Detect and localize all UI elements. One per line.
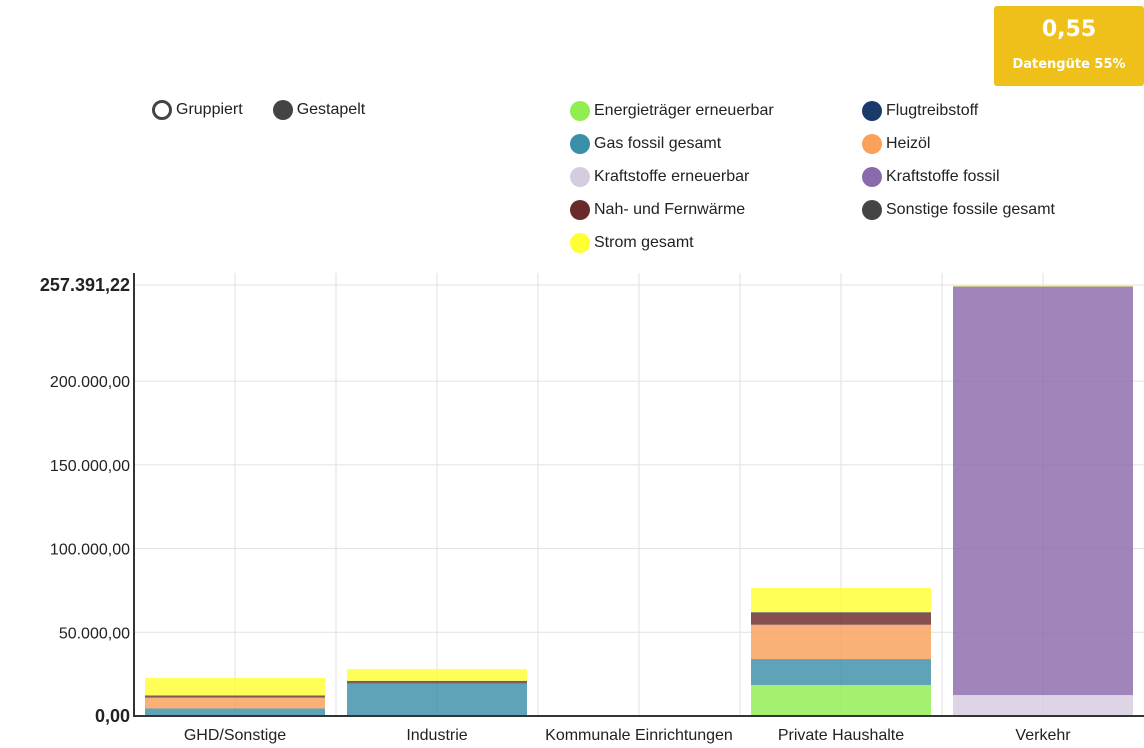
x-tick-label: Verkehr bbox=[1015, 727, 1071, 744]
x-tick-label: GHD/Sonstige bbox=[184, 727, 286, 744]
bar-segment-ghd-sonstige-strom-gesamt[interactable] bbox=[145, 678, 325, 696]
bar-segment-ghd-sonstige-sonstige-fossile-gesamt[interactable] bbox=[145, 695, 325, 696]
bar-segment-verkehr-kraftstoffe-fossil[interactable] bbox=[953, 286, 1133, 695]
bar-segment-private-haushalte-strom-gesamt[interactable] bbox=[751, 588, 931, 612]
y-tick-label: 0,00 bbox=[95, 706, 130, 726]
bar-segment-verkehr-kraftstoffe-erneuerbar[interactable] bbox=[953, 695, 1133, 716]
bar-segment-industrie-sonstige-fossile-gesamt[interactable] bbox=[347, 681, 527, 682]
bar-segment-verkehr-strom-gesamt[interactable] bbox=[953, 285, 1133, 286]
x-tick-label: Kommunale Einrichtungen bbox=[545, 727, 733, 744]
x-tick-label: Private Haushalte bbox=[778, 727, 904, 744]
y-tick-label: 50.000,00 bbox=[59, 625, 130, 642]
bar-segment-ghd-sonstige-heizöl[interactable] bbox=[145, 698, 325, 709]
y-tick-label: 100.000,00 bbox=[50, 542, 130, 559]
x-tick-label: Industrie bbox=[406, 727, 467, 744]
bar-segment-private-haushalte-heizöl[interactable] bbox=[751, 625, 931, 659]
bar-segment-private-haushalte-gas-fossil-gesamt[interactable] bbox=[751, 659, 931, 685]
bar-segment-ghd-sonstige-nah-und-fernwärme[interactable] bbox=[145, 696, 325, 697]
bar-segment-private-haushalte-sonstige-fossile-gesamt[interactable] bbox=[751, 612, 931, 613]
bar-segment-ghd-sonstige-gas-fossil-gesamt[interactable] bbox=[145, 708, 325, 716]
y-tick-label: 150.000,00 bbox=[50, 458, 130, 475]
bar-segment-industrie-nah-und-fernwärme[interactable] bbox=[347, 682, 527, 683]
x-axis-ticks: GHD/Sonstige Industrie Kommunale Einrichtu… bbox=[184, 727, 1071, 744]
bar-segment-industrie-strom-gesamt[interactable] bbox=[347, 669, 527, 681]
y-axis-ticks: 0,00 50.000,00 100.000,00 150.000,00 200.000… bbox=[40, 275, 130, 726]
y-tick-label: 200.000,00 bbox=[50, 374, 130, 391]
bar-segment-industrie-gas-fossil-gesamt[interactable] bbox=[347, 683, 527, 716]
bar-segment-private-haushalte-nah-und-fernwärme[interactable] bbox=[751, 613, 931, 625]
y-tick-label: 257.391,22 bbox=[40, 275, 130, 295]
bar-segment-private-haushalte-energieträger-erneuerbar[interactable] bbox=[751, 685, 931, 716]
